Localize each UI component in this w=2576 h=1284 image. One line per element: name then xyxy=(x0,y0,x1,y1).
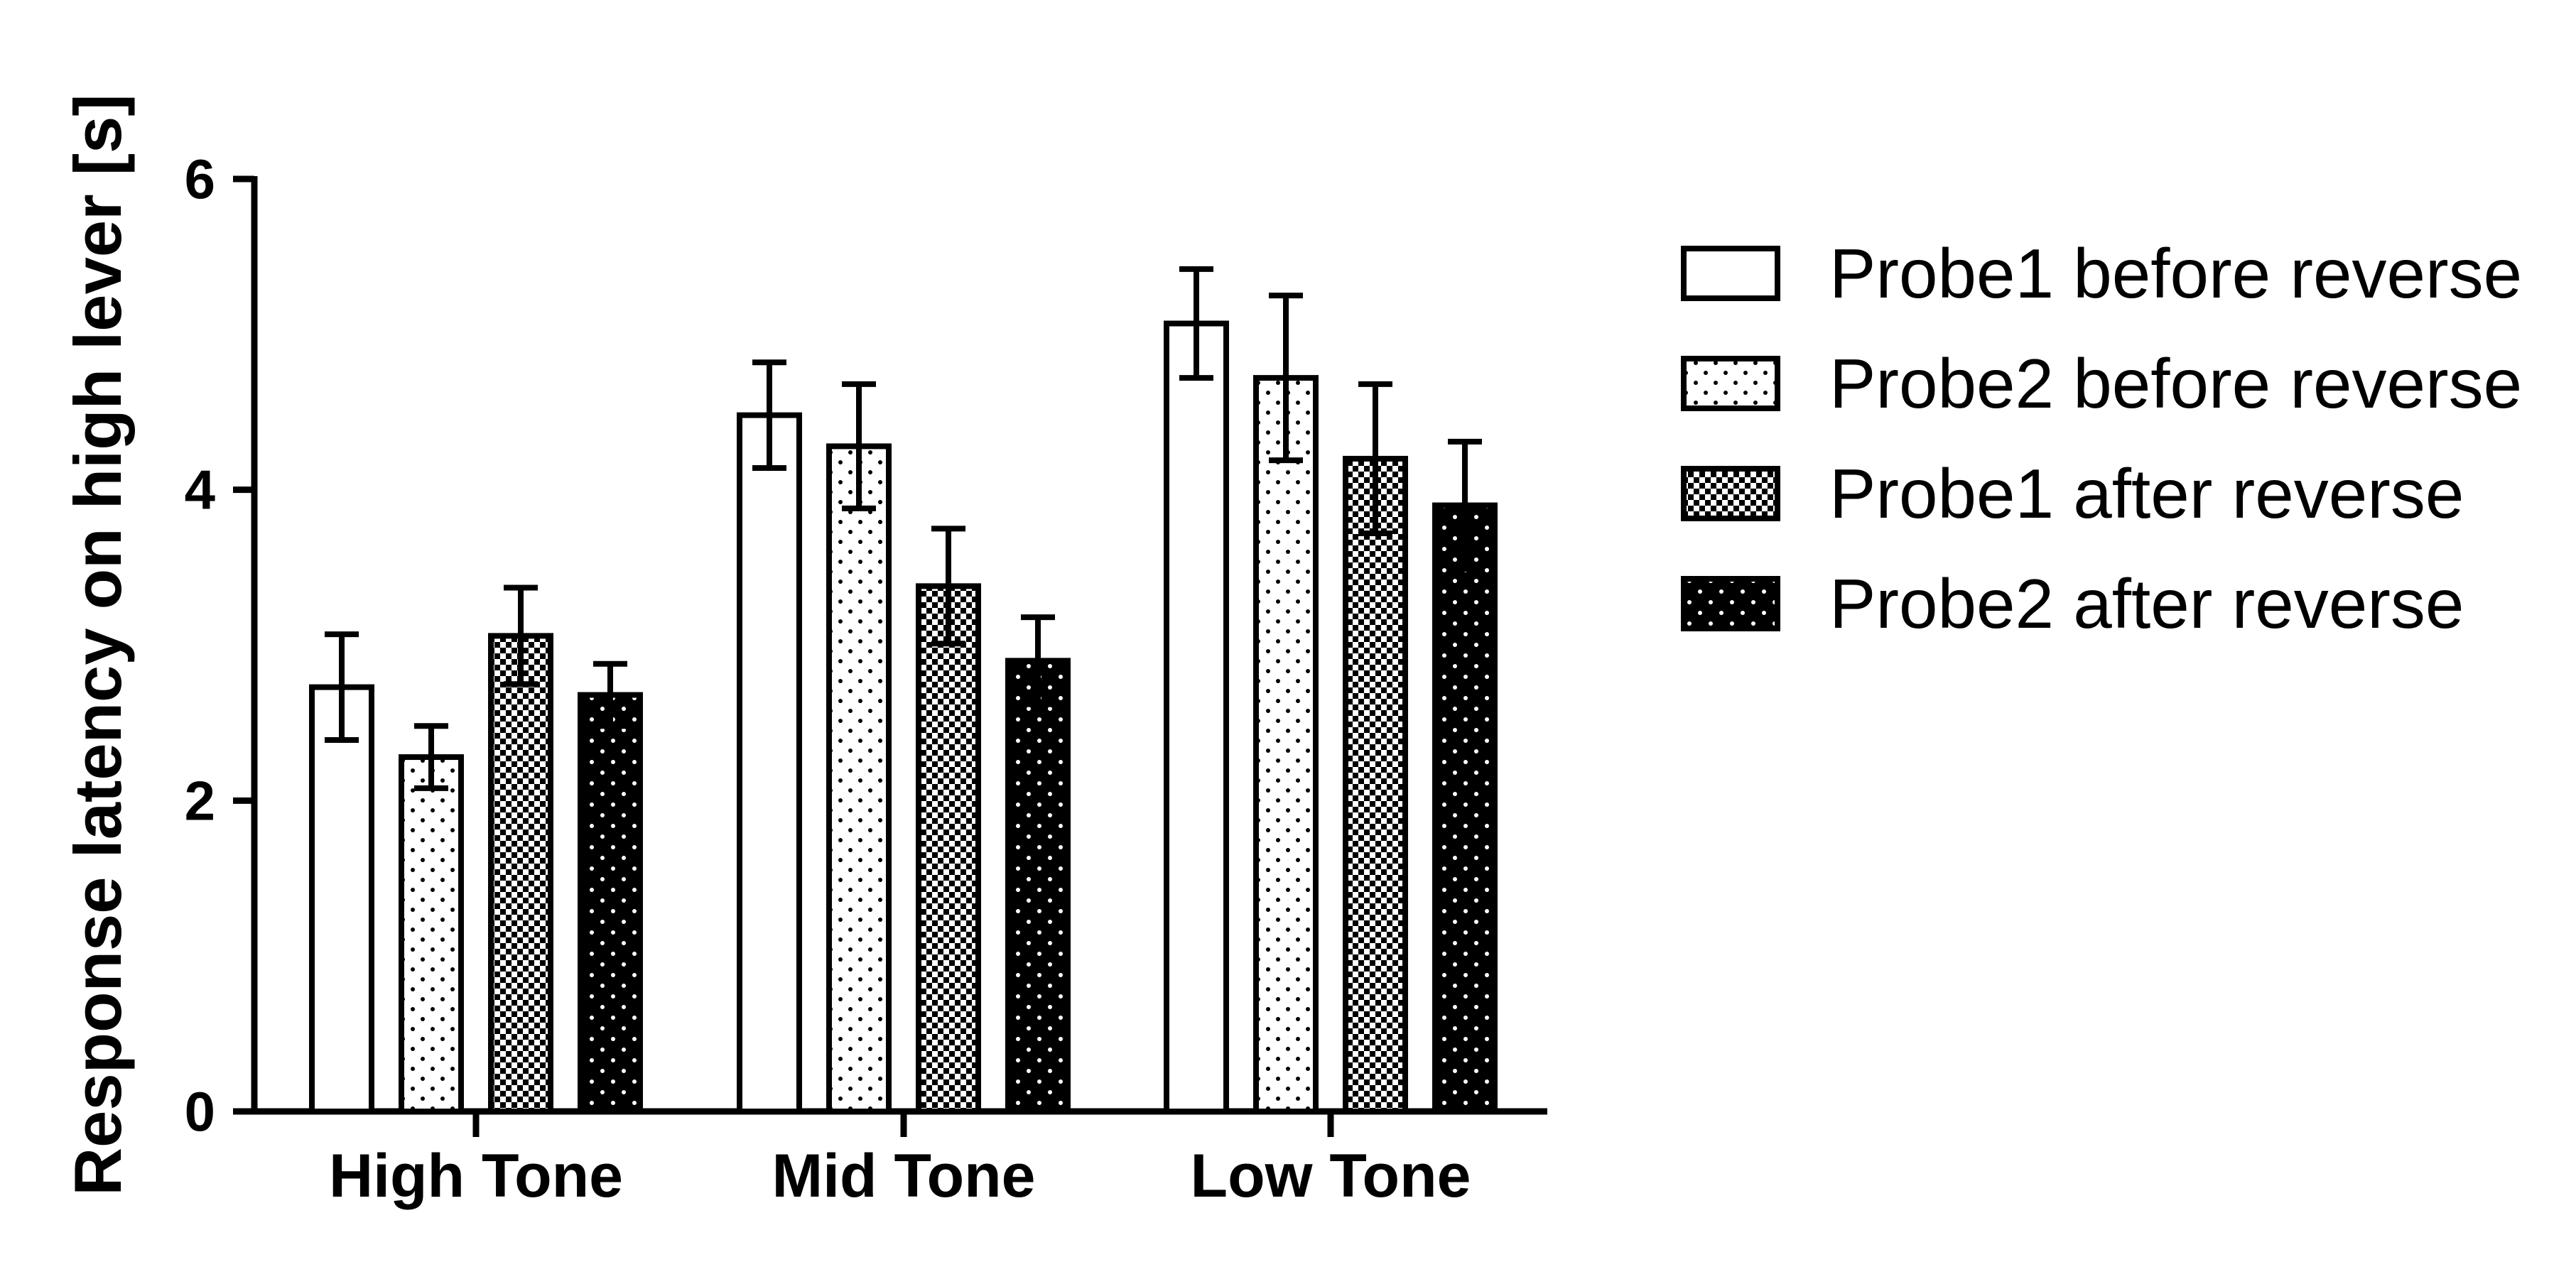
bar xyxy=(916,583,981,1114)
bar xyxy=(1005,658,1071,1114)
bar xyxy=(1343,455,1408,1114)
legend: Probe1 before reverse Probe2 before rever… xyxy=(1681,234,2522,643)
bar xyxy=(309,684,374,1114)
y-tick-label: 4 xyxy=(185,459,215,521)
x-tick-label: Low Tone xyxy=(1191,1142,1471,1210)
bar xyxy=(1432,502,1498,1114)
legend-label: Probe2 after reverse xyxy=(1829,565,2464,643)
bar xyxy=(1253,375,1319,1114)
bars xyxy=(309,266,1498,1115)
y-axis-label: Response latency on high lever [s] xyxy=(60,94,135,1195)
y-tick-label: 2 xyxy=(185,769,215,832)
legend-swatch xyxy=(1681,576,1780,631)
legend-swatch xyxy=(1681,356,1780,411)
bar xyxy=(826,443,892,1114)
x-tick-label: Mid Tone xyxy=(772,1142,1035,1210)
x-tick-label: High Tone xyxy=(329,1142,623,1210)
bar xyxy=(737,412,802,1114)
bar xyxy=(399,754,464,1115)
legend-swatch xyxy=(1681,246,1780,301)
legend-label: Probe1 before reverse xyxy=(1829,234,2522,312)
bar xyxy=(578,692,643,1114)
bar xyxy=(488,633,553,1114)
bar xyxy=(1164,320,1229,1114)
y-tick-label: 6 xyxy=(185,148,215,210)
legend-swatch xyxy=(1681,466,1780,521)
legend-label: Probe1 after reverse xyxy=(1829,455,2464,533)
legend-label: Probe2 before reverse xyxy=(1829,344,2522,423)
axis-labels: High Tone Mid Tone Low Tone Response latenc… xyxy=(60,94,1471,1210)
y-tick-label: 0 xyxy=(185,1080,215,1143)
